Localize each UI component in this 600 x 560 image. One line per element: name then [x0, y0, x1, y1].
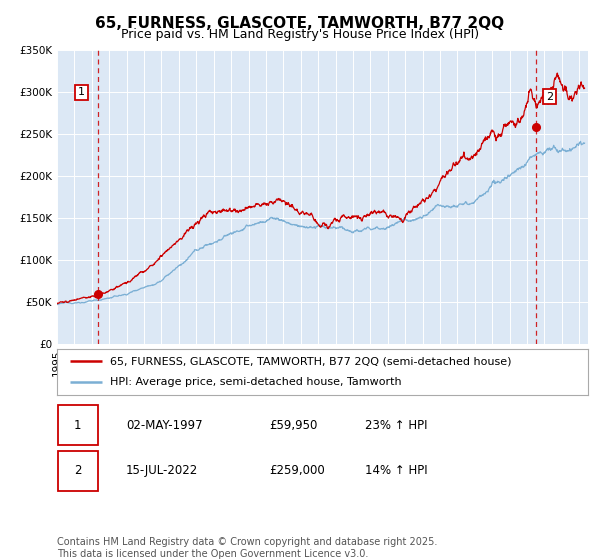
Text: 15-JUL-2022: 15-JUL-2022 — [126, 464, 198, 478]
Text: 65, FURNESS, GLASCOTE, TAMWORTH, B77 2QQ: 65, FURNESS, GLASCOTE, TAMWORTH, B77 2QQ — [95, 16, 505, 31]
Text: HPI: Average price, semi-detached house, Tamworth: HPI: Average price, semi-detached house,… — [110, 377, 402, 388]
Text: Price paid vs. HM Land Registry's House Price Index (HPI): Price paid vs. HM Land Registry's House … — [121, 28, 479, 41]
FancyBboxPatch shape — [58, 451, 98, 491]
Text: 23% ↑ HPI: 23% ↑ HPI — [365, 418, 427, 432]
Text: 2: 2 — [546, 92, 553, 101]
FancyBboxPatch shape — [58, 405, 98, 445]
Text: £259,000: £259,000 — [269, 464, 325, 478]
Text: 1: 1 — [74, 418, 82, 432]
Text: 2: 2 — [74, 464, 82, 478]
Text: 1: 1 — [78, 87, 85, 97]
Text: 02-MAY-1997: 02-MAY-1997 — [126, 418, 203, 432]
Text: Contains HM Land Registry data © Crown copyright and database right 2025.
This d: Contains HM Land Registry data © Crown c… — [57, 537, 437, 559]
Text: 65, FURNESS, GLASCOTE, TAMWORTH, B77 2QQ (semi-detached house): 65, FURNESS, GLASCOTE, TAMWORTH, B77 2QQ… — [110, 356, 512, 366]
Text: £59,950: £59,950 — [269, 418, 318, 432]
Text: 14% ↑ HPI: 14% ↑ HPI — [365, 464, 428, 478]
